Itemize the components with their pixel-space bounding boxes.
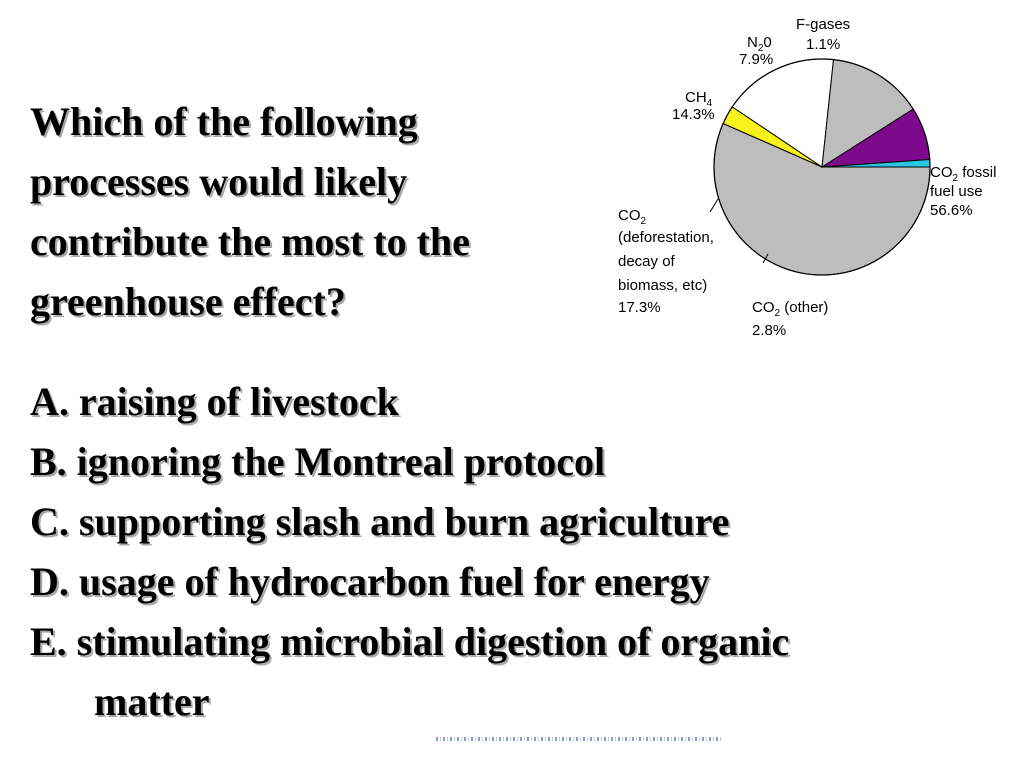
choice-e-continuation: matter [94,679,210,724]
label-co2-defor-line4: biomass, etc) [618,277,707,294]
label-ch4: CH4 [685,89,713,109]
label-co2-other: CO2 (other) [752,299,828,319]
label-co2-defor: CO2 [618,207,647,227]
footer-decoration [436,737,722,741]
label-fgases: F-gases [796,16,850,33]
question-line: contribute the most to the [30,219,470,264]
label-co2-defor-line2: (deforestation, [618,229,714,246]
pie-slices [713,58,931,276]
question-line: Which of the following [30,99,418,144]
pie-chart-svg: F-gases 1.1% N20 7.9% CH4 14.3% CO2 foss… [618,16,996,339]
value-n2o: 7.9% [739,51,773,68]
choice-e-text: E. stimulating microbial digestion of or… [30,619,790,664]
choice-a: A. raising of livestock [30,379,399,424]
choice-e: E. stimulating microbial digestion of or… [30,612,1020,732]
value-co2-fossil: 56.6% [930,202,973,219]
choice-c: C. supporting slash and burn agriculture [30,499,730,544]
label-co2-fossil: CO2 fossil [930,164,996,184]
value-ch4: 14.3% [672,106,715,123]
leader-line-co2-defor [709,198,719,213]
choice-b: B. ignoring the Montreal protocol [30,439,606,484]
greenhouse-gas-pie-chart: F-gases 1.1% N20 7.9% CH4 14.3% CO2 foss… [606,10,1024,350]
label-co2-fossil-line2: fuel use [930,183,983,200]
choice-d: D. usage of hydrocarbon fuel for energy [30,559,710,604]
value-co2-defor: 17.3% [618,299,661,316]
value-fgases: 1.1% [806,36,840,53]
label-co2-defor-line3: decay of [618,253,676,270]
question-line: greenhouse effect? [30,279,346,324]
pie-outline [713,58,931,276]
leader-line-co2-other [762,253,769,264]
question-line: processes would likely [30,159,408,204]
value-co2-other: 2.8% [752,322,786,339]
label-n2o: N20 [747,34,772,54]
question-text: Which of the following processes would l… [30,92,610,332]
answer-choices: A. raising of livestock B. ignoring the … [30,372,1020,732]
